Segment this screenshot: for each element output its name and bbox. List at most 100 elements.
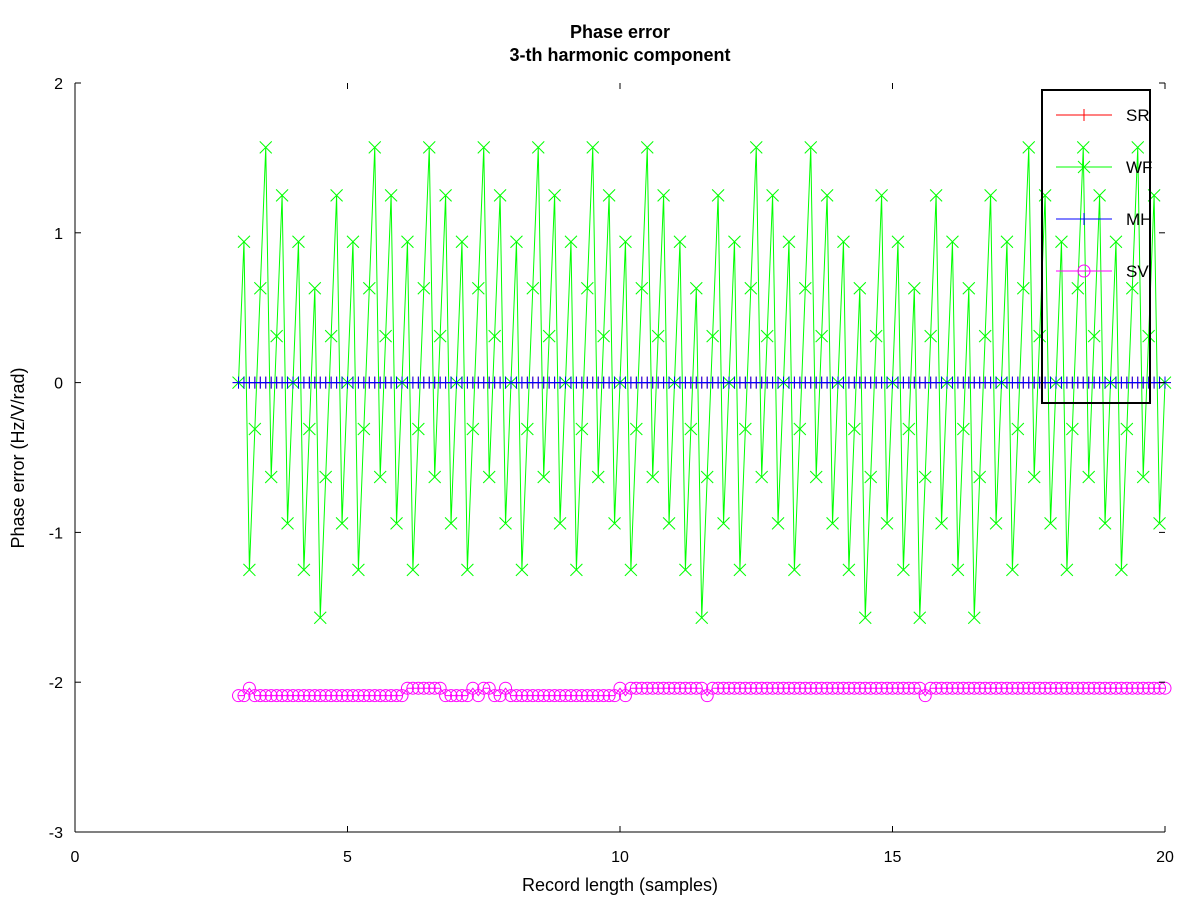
data-point-wf [1082, 470, 1096, 484]
data-point-sv [646, 681, 660, 695]
data-point-wf [537, 470, 551, 484]
data-point-wf [368, 141, 382, 154]
x-axis-label: Record length (samples) [522, 875, 718, 895]
data-point-wf [520, 422, 534, 436]
data-point-sv [1142, 681, 1156, 695]
series-sv [232, 681, 1172, 703]
data-point-sv [1027, 681, 1041, 695]
data-point-wf [466, 422, 480, 436]
data-point-sv [515, 689, 529, 703]
data-point-wf [362, 281, 376, 295]
data-point-sv [351, 689, 365, 703]
data-point-wf [717, 517, 730, 530]
data-point-wf [390, 517, 403, 530]
data-point-sv [373, 689, 387, 703]
data-point-sv [428, 681, 442, 695]
data-point-sv [1087, 681, 1101, 695]
data-point-sv [853, 681, 867, 695]
data-point-wf [978, 329, 992, 343]
data-point-sv [1120, 681, 1134, 695]
data-point-sv [635, 681, 649, 695]
data-point-wf [564, 235, 578, 249]
data-point-wf [608, 517, 621, 530]
data-point-wf [1125, 281, 1139, 295]
y-tick-label: 1 [54, 226, 63, 243]
data-point-sv [362, 689, 376, 703]
data-point-sv [520, 689, 534, 703]
data-point-sv [455, 689, 469, 703]
data-point-sv [629, 681, 643, 695]
data-point-sv [755, 681, 769, 695]
data-point-wf [640, 141, 654, 154]
x-tick-label: 20 [1156, 849, 1174, 866]
data-point-sv [749, 681, 763, 695]
plot-area [232, 141, 1172, 703]
data-point-wf [929, 188, 943, 202]
data-point-wf [471, 281, 485, 295]
data-point-wf [499, 517, 512, 530]
legend-frame [1041, 89, 1151, 404]
data-point-wf [771, 517, 785, 530]
data-point-wf [313, 611, 327, 625]
data-point-wf [1142, 329, 1156, 343]
axes-layer: 0 5 10 15 20 -3 -2 -1 0 1 2 [49, 76, 1174, 866]
data-point-sv [836, 681, 850, 695]
data-point-sv [379, 689, 393, 703]
data-point-wf [837, 235, 850, 249]
data-point-wf [597, 329, 611, 343]
data-point-sv [291, 689, 305, 703]
data-point-wf [264, 470, 278, 484]
data-point-wf [788, 563, 801, 577]
data-point-wf [493, 188, 507, 202]
data-point-wf [248, 422, 262, 436]
data-point-wf [580, 281, 594, 295]
data-point-sv [1011, 681, 1025, 695]
data-point-wf [1044, 517, 1057, 530]
data-point-wf [711, 188, 725, 202]
data-point-sv [962, 681, 976, 695]
data-point-sv [804, 681, 818, 695]
data-point-wf [275, 188, 289, 202]
data-point-wf [357, 422, 371, 436]
data-point-wf [673, 235, 687, 249]
data-point-wf [330, 188, 343, 202]
data-point-wf [1011, 422, 1025, 436]
legend-marker-sr [1078, 109, 1090, 121]
legend-item-mh: MH [1056, 210, 1152, 229]
data-point-sv [1054, 681, 1068, 695]
data-point-wf [1006, 563, 1019, 577]
data-point-wf [324, 329, 338, 343]
data-point-wf [989, 517, 1003, 530]
data-point-wf [319, 470, 333, 484]
data-point-sv [1000, 681, 1014, 695]
data-point-sv [798, 681, 812, 695]
data-point-wf [755, 470, 769, 484]
data-point-sv [967, 681, 981, 695]
data-point-sv [602, 689, 616, 703]
data-point-wf [820, 188, 834, 202]
data-point-sv [580, 689, 594, 703]
data-point-wf [1076, 141, 1090, 154]
data-point-sv [346, 689, 360, 703]
data-point-sv [771, 681, 785, 695]
data-point-sv [766, 681, 780, 695]
data-point-wf [1131, 141, 1145, 154]
chart-subtitle: 3-th harmonic component [509, 45, 730, 65]
data-point-sv [673, 681, 687, 695]
data-point-wf [766, 188, 779, 202]
data-point-sv [313, 689, 327, 703]
data-point-sv [1125, 681, 1139, 695]
data-point-wf [1065, 422, 1079, 436]
data-point-wf [744, 281, 758, 295]
legend-marker-wf [1077, 160, 1091, 174]
data-point-wf [826, 517, 839, 530]
data-point-sv [847, 681, 861, 695]
data-point-sv [324, 689, 338, 703]
data-point-wf [1120, 422, 1134, 436]
data-point-wf [292, 235, 305, 249]
data-point-wf [237, 235, 251, 249]
data-point-wf [984, 188, 997, 202]
data-point-sv [760, 681, 774, 695]
data-point-sv [826, 681, 840, 695]
